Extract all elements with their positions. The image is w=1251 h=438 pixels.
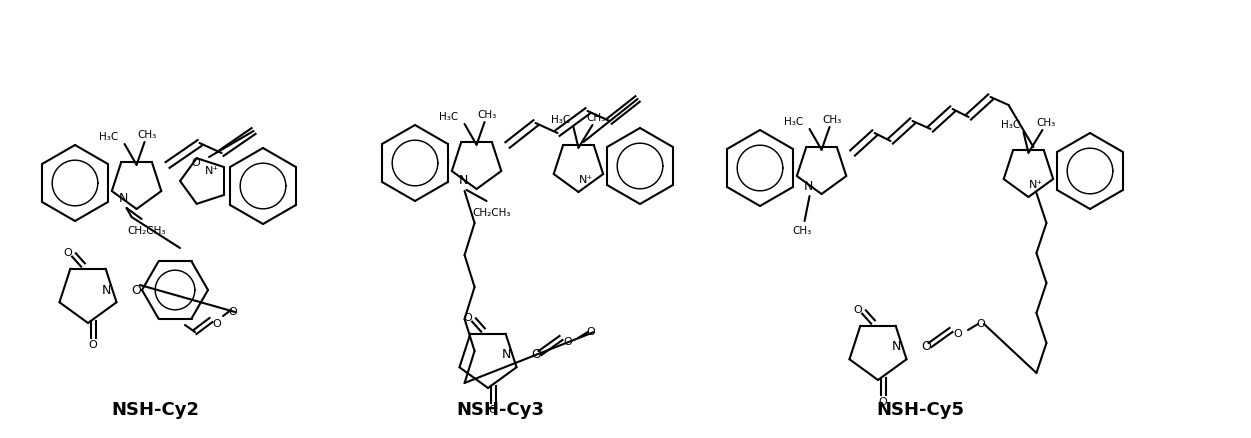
Text: N: N [101, 283, 110, 297]
Text: N: N [502, 349, 510, 361]
Text: N⁺: N⁺ [1030, 180, 1043, 190]
Text: N: N [891, 340, 901, 353]
Text: O: O [229, 307, 238, 317]
Text: CH₃: CH₃ [822, 115, 841, 125]
Text: CH₂CH₃: CH₂CH₃ [128, 226, 166, 236]
Text: O: O [131, 283, 141, 297]
Text: O: O [89, 340, 98, 350]
Text: O: O [213, 319, 221, 329]
Text: N⁺: N⁺ [205, 166, 219, 176]
Text: N: N [804, 180, 813, 192]
Text: CH₂CH₃: CH₂CH₃ [473, 208, 510, 218]
Text: O: O [464, 313, 473, 323]
Text: NSH-Cy5: NSH-Cy5 [876, 401, 965, 419]
Text: O: O [953, 329, 962, 339]
Text: O: O [64, 248, 73, 258]
Text: NSH-Cy3: NSH-Cy3 [457, 401, 544, 419]
Text: H₃C: H₃C [99, 132, 119, 142]
Text: O: O [489, 405, 498, 415]
Text: H₃C: H₃C [784, 117, 803, 127]
Text: O: O [564, 337, 573, 347]
Text: CH₃: CH₃ [1037, 118, 1056, 128]
Text: NSH-Cy2: NSH-Cy2 [111, 401, 199, 419]
Text: O: O [878, 397, 887, 407]
Text: O: O [921, 340, 931, 353]
Text: O: O [532, 349, 540, 361]
Text: N⁺: N⁺ [579, 175, 593, 185]
Text: N: N [459, 174, 468, 187]
Text: N: N [119, 192, 129, 205]
Text: H₃C: H₃C [439, 112, 459, 122]
Text: CH₃: CH₃ [792, 226, 811, 236]
Text: H₃C: H₃C [552, 115, 570, 125]
Text: CH₃: CH₃ [587, 113, 605, 123]
Text: O: O [977, 319, 986, 329]
Text: O: O [853, 305, 862, 315]
Text: CH₃: CH₃ [136, 130, 156, 140]
Text: H₃C: H₃C [1001, 120, 1021, 130]
Text: CH₃: CH₃ [477, 110, 497, 120]
Text: O: O [587, 327, 595, 337]
Text: O: O [191, 158, 200, 168]
